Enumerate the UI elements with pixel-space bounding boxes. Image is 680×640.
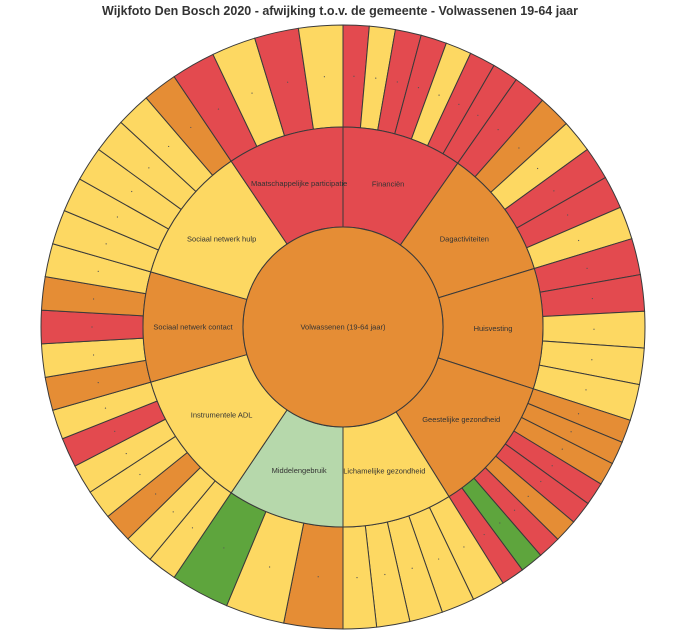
- outer-segment-dot-sociaal-netwerk-hulp-6: [190, 126, 192, 129]
- outer-segment-dot-financi-n-2: [375, 77, 377, 79]
- outer-segment-dot-geestelijke-gezondheid-4: [551, 465, 553, 467]
- outer-segment-dot-financi-n-3: [396, 81, 398, 83]
- outer-segment-dot-sociaal-netwerk-hulp-3: [131, 190, 133, 193]
- outer-segment-dot-dagactiviteiten-5: [567, 214, 569, 216]
- segment-label-financi-n: Financiën: [372, 179, 405, 188]
- outer-segment-dot-maatschappelijke-participatie-4: [323, 76, 325, 78]
- outer-segment-dot-financi-n-7: [477, 114, 479, 116]
- outer-segment-dot-geestelijke-gezondheid-6: [527, 495, 529, 497]
- outer-segment-dot-dagactiviteiten-3: [537, 167, 539, 170]
- outer-segment-dot-instrumentele-adl-4: [139, 473, 141, 476]
- outer-segment-dot-financi-n-1: [353, 75, 355, 77]
- outer-segment-dot-instrumentele-adl-2: [172, 511, 174, 513]
- outer-segment-dot-lichamelijke-gezondheid-5: [356, 577, 358, 579]
- outer-segment-dot-sociaal-netwerk-contact-2: [92, 354, 95, 356]
- outer-segment-dot-huisvesting-3: [593, 328, 595, 330]
- outer-segment-dot-geestelijke-gezondheid-7: [513, 509, 516, 511]
- center-label: Volwassenen (19-64 jaar): [300, 323, 386, 332]
- chart-title: Wijkfoto Den Bosch 2020 - afwijking t.o.…: [102, 4, 578, 18]
- outer-segment-dot-sociaal-netwerk-contact-1: [97, 382, 99, 384]
- outer-segment-dot-dagactiviteiten-1: [497, 129, 499, 131]
- outer-segment-dot-sociaal-netwerk-contact-3: [91, 326, 93, 328]
- outer-segment-dot-middelengebruik-1: [317, 576, 319, 578]
- center-circle: [242, 226, 444, 428]
- outer-segment-dot-instrumentele-adl-5: [125, 452, 127, 455]
- outer-segment-dot-financi-n-6: [458, 103, 460, 105]
- segment-label-sociaal-netwerk-contact: Sociaal netwerk contact: [153, 323, 233, 332]
- outer-segment-dot-financi-n-4: [417, 87, 420, 89]
- outer-segment-dot-maatschappelijke-participatie-2: [251, 92, 253, 94]
- outer-segment-dot-dagactiviteiten-4: [553, 190, 555, 192]
- outer-segment-dot-sociaal-netwerk-hulp-2: [116, 216, 119, 218]
- outer-segment-dot-dagactiviteiten-2: [518, 147, 520, 149]
- segment-label-middelengebruik: Middelengebruik: [272, 466, 327, 475]
- outer-segment-dot-financi-n-5: [438, 94, 440, 96]
- outer-segment-dot-sociaal-netwerk-hulp-5: [168, 145, 170, 148]
- outer-segment-dot-sociaal-netwerk-contact-4: [92, 298, 95, 300]
- segment-labels: Financiën Dagactiviteiten Huisvesting Geest…: [153, 179, 512, 476]
- outer-segment-dot-sociaal-netwerk-contact-5: [97, 270, 99, 272]
- outer-segment-dot-dagactiviteiten-6: [578, 239, 580, 242]
- segment-label-lichamelijke-gezondheid: Lichamelijke gezondheid: [343, 467, 425, 476]
- outer-segment-dot-instrumentele-adl-1: [191, 527, 194, 529]
- outer-segment-dot-maatschappelijke-participatie-3: [287, 81, 289, 83]
- outer-segment-dot-huisvesting-2: [591, 297, 593, 300]
- outer-segment-dot-geestelijke-gezondheid-5: [540, 480, 542, 483]
- outer-segment-dot-lichamelijke-gezondheid-4: [384, 573, 386, 576]
- outer-ring: [40, 24, 646, 630]
- outer-segment-dot-lichamelijke-gezondheid-1: [463, 546, 465, 548]
- outer-segment-dot-instrumentele-adl-7: [104, 407, 107, 409]
- segment-label-dagactiviteiten: Dagactiviteiten: [440, 234, 489, 243]
- outer-segment-dot-middelengebruik-2: [269, 566, 271, 568]
- segment-label-maatschappelijke-participatie: Maatschappelijke participatie: [251, 179, 347, 188]
- center-node: Volwassenen (19-64 jaar): [242, 226, 444, 428]
- middle-ring: [142, 126, 544, 528]
- outer-segment-dot-lichamelijke-gezondheid-2: [438, 558, 440, 560]
- outer-segment-dot-geestelijke-gezondheid-9: [483, 533, 485, 536]
- outer-segment-dot-huisvesting-1: [586, 267, 588, 270]
- outer-segment-dot-geestelijke-gezondheid-1: [577, 413, 580, 415]
- outer-segment-dot-instrumentele-adl-3: [155, 493, 157, 495]
- outer-segment-dot-huisvesting-4: [591, 359, 593, 361]
- segment-label-sociaal-netwerk-hulp: Sociaal netwerk hulp: [187, 234, 256, 243]
- segment-label-huisvesting: Huisvesting: [474, 324, 513, 333]
- segment-label-instrumentele-adl: Instrumentele ADL: [191, 411, 253, 420]
- outer-segment-dot-instrumentele-adl-6: [114, 430, 116, 432]
- outer-segment-dot-maatschappelijke-participatie-1: [217, 108, 220, 110]
- outer-segment-dot-geestelijke-gezondheid-8: [499, 522, 501, 524]
- outer-segment-dot-huisvesting-5: [585, 389, 587, 391]
- outer-segment-dot-geestelijke-gezondheid-2: [570, 431, 572, 433]
- outer-segment-dot-geestelijke-gezondheid-3: [561, 448, 563, 450]
- outer-segment-dot-sociaal-netwerk-hulp-1: [105, 243, 107, 245]
- outer-segment-dot-middelengebruik-3: [223, 547, 225, 549]
- outer-segment-dot-sociaal-netwerk-hulp-4: [148, 167, 150, 169]
- segment-label-geestelijke-gezondheid: Geestelijke gezondheid: [422, 415, 500, 424]
- outer-segment-dot-lichamelijke-gezondheid-3: [411, 567, 413, 569]
